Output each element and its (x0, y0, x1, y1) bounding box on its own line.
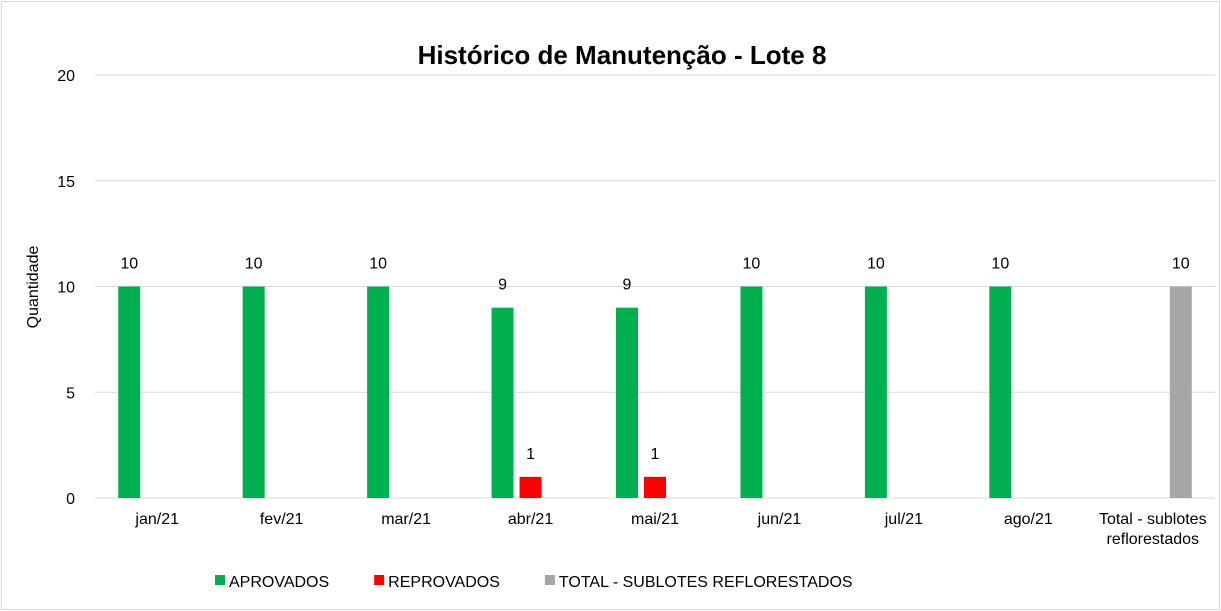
data-label: 9 (498, 277, 507, 294)
x-tick-label: Total - sublotes reflorestados (1098, 511, 1207, 548)
data-label: 1 (651, 446, 660, 463)
data-label: 10 (743, 256, 761, 273)
bar (864, 286, 887, 498)
y-tick-label: 20 (57, 68, 75, 85)
bar (644, 476, 666, 498)
x-tick-label: mar/21 (381, 511, 431, 528)
legend-swatch (374, 575, 385, 585)
legend-label: TOTAL - SUBLOTES REFLORESTADOS (559, 574, 853, 591)
bar (519, 476, 542, 498)
legend-label: APROVADOS (229, 574, 329, 591)
y-tick-label: 0 (66, 491, 75, 508)
bar (989, 286, 1012, 498)
x-tick-label: jun/21 (757, 511, 802, 528)
bar (616, 307, 638, 498)
x-tick-label: mai/21 (630, 511, 680, 528)
y-tick-label: 10 (57, 280, 75, 297)
x-tick-label: jul/21 (884, 511, 923, 528)
y-tick-label: 15 (57, 174, 75, 191)
data-label: 10 (245, 256, 263, 273)
data-label: 10 (369, 256, 387, 273)
data-label: 10 (1172, 256, 1190, 273)
bar (367, 286, 390, 498)
bar (1169, 286, 1192, 498)
x-tick-label: ago/21 (1003, 511, 1053, 528)
chart-title: Histórico de Manutenção - Lote 8 (418, 40, 827, 70)
data-label: 10 (991, 256, 1009, 273)
y-axis-label: Quantidade (25, 246, 42, 329)
x-tick-label: fev/21 (259, 511, 304, 528)
data-label: 10 (120, 256, 138, 273)
data-label: 1 (526, 446, 535, 463)
bar (118, 286, 141, 498)
x-tick-label: jan/21 (135, 511, 180, 528)
y-tick-label: 5 (66, 385, 75, 402)
data-label: 9 (623, 277, 632, 294)
data-label: 10 (867, 256, 885, 273)
legend-swatch (215, 575, 225, 585)
bar (740, 286, 763, 498)
legend-label: REPROVADOS (388, 574, 500, 591)
legend-swatch (544, 575, 555, 585)
bar (491, 307, 514, 498)
x-tick-label: abr/21 (507, 511, 554, 528)
bar (242, 286, 265, 498)
